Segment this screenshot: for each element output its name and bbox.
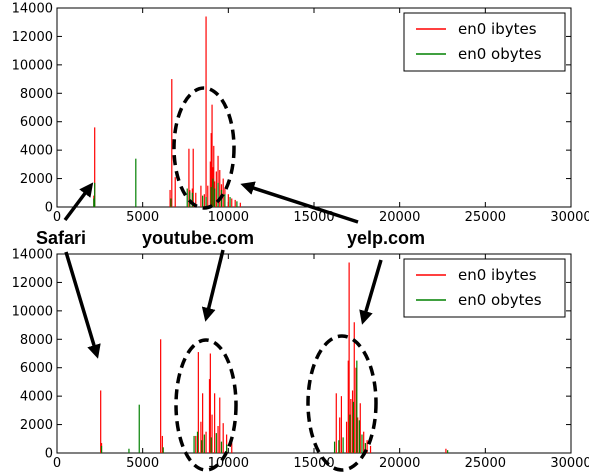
y-tick-label: 12000 xyxy=(12,30,53,45)
x-tick-label: 10000 xyxy=(208,210,249,225)
bottom-chart: 0 5000 10000 15000 20000 25000 300000200040006… xyxy=(12,248,589,472)
y-tick-label: 0 xyxy=(45,201,53,216)
y-tick-label: 14000 xyxy=(12,2,53,17)
y-tick-label: 4000 xyxy=(20,390,53,405)
safari-arrow-down xyxy=(64,251,101,359)
x-tick-label: 0 xyxy=(53,210,61,225)
y-tick-label: 6000 xyxy=(20,361,53,376)
youtube-highlight-ellipse-bottom xyxy=(174,338,238,472)
x-tick-label: 30000 xyxy=(550,210,589,225)
youtube-arrow-down xyxy=(201,249,225,322)
legend-box xyxy=(403,258,566,318)
top-chart-legend: en0 ibytes en0 obytes xyxy=(403,12,566,72)
x-tick-label: 20000 xyxy=(379,210,420,225)
bottom-chart-ticks: 0 5000 10000 15000 20000 25000 300000200040006… xyxy=(12,248,589,472)
youtube-label: youtube.com xyxy=(142,228,254,248)
bottom-chart-bars xyxy=(100,262,449,453)
x-tick-label: 10000 xyxy=(208,456,249,471)
yelp-arrow-down xyxy=(359,259,383,325)
yelp-highlight-ellipse xyxy=(306,334,378,472)
legend-box xyxy=(403,12,566,72)
y-tick-label: 10000 xyxy=(12,304,53,319)
x-tick-label: 0 xyxy=(53,456,61,471)
x-tick-label: 15000 xyxy=(293,210,334,225)
y-tick-label: 8000 xyxy=(20,333,53,348)
y-tick-label: 10000 xyxy=(12,58,53,73)
legend-ibytes-label: en0 ibytes xyxy=(458,20,537,38)
yelp-arrow-up xyxy=(240,181,359,224)
x-tick-label: 5000 xyxy=(126,210,159,225)
x-tick-label: 25000 xyxy=(465,456,506,471)
x-tick-label: 5000 xyxy=(126,456,159,471)
legend-obytes-label: en0 obytes xyxy=(458,291,542,309)
top-chart: 0 5000 10000 15000 20000 25000 30000 0 2000 4000 6… xyxy=(12,2,589,226)
x-tick-label: 25000 xyxy=(465,210,506,225)
safari-label: Safari xyxy=(36,228,86,248)
top-chart-ticks: 0 5000 10000 15000 20000 25000 30000 0 2000 4000 6… xyxy=(12,2,589,226)
callout-arrows xyxy=(63,181,383,359)
y-tick-label: 12000 xyxy=(12,276,53,291)
x-tick-label: 30000 xyxy=(550,456,589,471)
x-tick-label: 20000 xyxy=(379,456,420,471)
safari-arrow-up xyxy=(63,182,94,222)
legend-ibytes-label: en0 ibytes xyxy=(458,266,537,284)
bottom-chart-legend: en0 ibytes en0 obytes xyxy=(403,258,566,318)
y-tick-label: 8000 xyxy=(20,87,53,102)
y-tick-label: 6000 xyxy=(20,115,53,130)
y-tick-label: 4000 xyxy=(20,144,53,159)
top-chart-bars xyxy=(93,16,241,207)
legend-obytes-label: en0 obytes xyxy=(458,45,542,63)
y-tick-label: 0 xyxy=(45,447,53,462)
youtube-highlight-ellipse-top xyxy=(172,86,236,210)
y-tick-label: 2000 xyxy=(20,418,53,433)
y-tick-label: 14000 xyxy=(12,248,53,263)
yelp-label: yelp.com xyxy=(347,228,425,248)
y-tick-label: 2000 xyxy=(20,172,53,187)
